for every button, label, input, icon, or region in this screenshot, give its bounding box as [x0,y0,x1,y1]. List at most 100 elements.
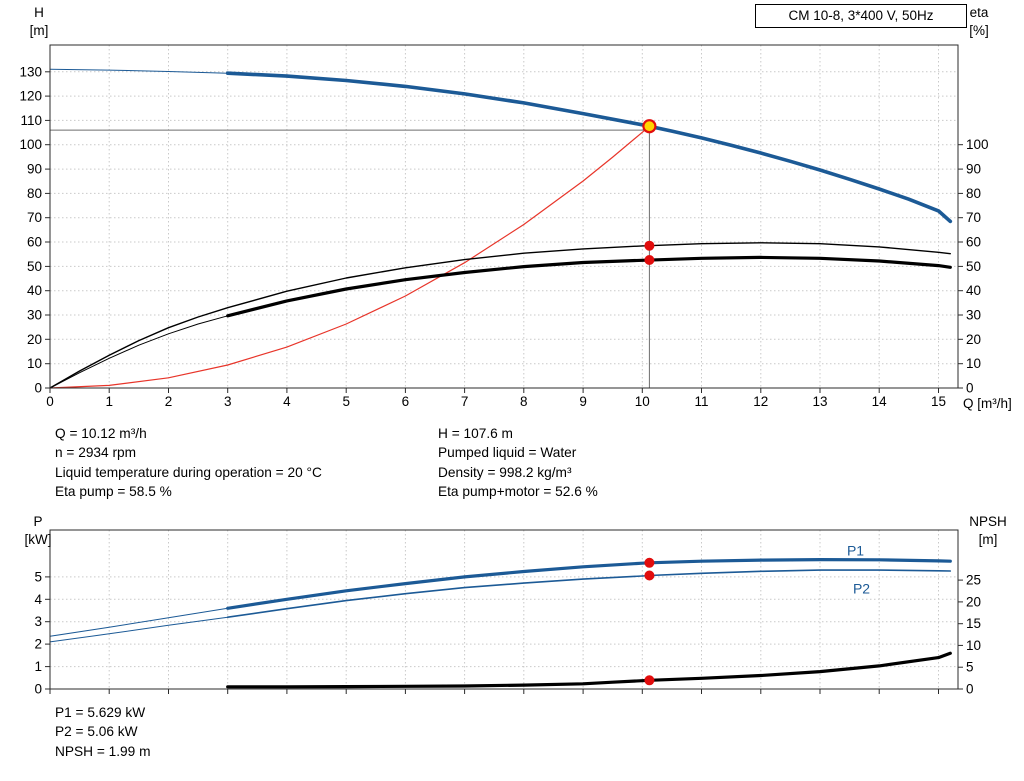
info-line-eta: Eta pump = 58.5 % [55,484,172,500]
p-axis-unit: [kW] [24,532,52,547]
h-axis-unit: [m] [29,23,49,38]
q-axis-title: Q [m³/h] [963,396,1012,411]
y-left-tick-label: 40 [27,283,42,298]
x-tick-label: 4 [283,394,291,409]
x-tick-label: 3 [224,394,232,409]
x-tick-label: 9 [579,394,587,409]
y-right-tick-label: 10 [966,638,981,653]
y-left-tick-label: 20 [27,332,42,347]
y-left-tick-label: 70 [27,210,42,225]
y-left-tick-label: 4 [34,592,42,607]
p1-curve [226,557,952,610]
p1-curve-lead [49,607,229,637]
info-line-density: Density = 998.2 kg/m³ [438,464,572,480]
y-left-tick-label: 100 [19,137,42,152]
y-right-tick-label: 50 [966,259,981,274]
p2-curve [226,569,952,619]
npsh-axis-unit: [m] [978,532,998,547]
pump-head-curve-lead [49,68,229,74]
plot-frame [49,529,959,690]
y-left-tick-label: 3 [34,614,42,629]
x-tick-label: 12 [753,394,768,409]
npsh-axis-title: NPSH [969,514,1007,529]
y-left-tick-label: 1 [34,659,42,674]
y-left-tick-label: 30 [27,308,42,323]
y-left-tick-label: 60 [27,235,42,250]
y-right-tick-label: 70 [966,210,981,225]
y-right-tick-label: 0 [966,381,974,396]
power-info: P1 = 5.629 kW P2 = 5.06 kW NPSH = 1.99 m [55,703,150,761]
x-tick-label: 1 [105,394,113,409]
y-left-tick-label: 90 [27,162,42,177]
curve-label-p2: P2 [853,581,870,597]
duty-dot-1 [644,570,655,581]
y-right-tick-label: 40 [966,283,981,298]
x-tick-label: 6 [402,394,410,409]
y-right-tick-label: 30 [966,308,981,323]
y-right-tick-label: 15 [966,616,981,631]
y-right-tick-label: 20 [966,594,981,609]
y-left-tick-label: 130 [19,64,42,79]
x-tick-label: 2 [165,394,173,409]
duty-dot-0 [644,557,655,568]
eta-axis-title: eta [969,5,989,20]
pump-model-title: CM 10-8, 3*400 V, 50Hz [755,4,967,28]
plot-frame [49,44,959,389]
y-left-tick-label: 80 [27,186,42,201]
info-line-temp: Liquid temperature during operation = 20… [55,464,322,480]
p-axis-title: P [33,514,43,529]
y-left-tick-label: 110 [20,113,42,128]
info-line-h: H = 107.6 m [438,426,513,441]
operating-point-marker[interactable] [642,119,657,134]
y-left-tick-label: 0 [34,682,42,697]
y-left-tick-label: 50 [27,259,42,274]
eta-axis-unit: [%] [969,23,989,38]
y-right-tick-label: 0 [966,682,974,697]
npsh-curve [226,651,952,689]
y-right-tick-label: 80 [966,186,981,201]
x-tick-label: 0 [46,394,54,409]
y-right-tick-label: 100 [966,137,989,152]
y-right-tick-label: 5 [966,660,974,675]
y-left-tick-label: 0 [34,381,42,396]
h-axis-title: H [34,5,44,20]
x-tick-label: 5 [342,394,350,409]
system-curve [49,125,651,389]
duty-dot-0 [644,240,655,251]
x-tick-label: 15 [931,394,946,409]
x-tick-label: 14 [872,394,888,409]
y-left-tick-label: 2 [34,637,42,652]
duty-dot-2 [644,675,655,686]
y-right-tick-label: 90 [966,162,981,177]
duty-dot-1 [644,255,655,265]
x-tick-label: 7 [461,394,469,409]
info-line-q: Q = 10.12 m³/h [55,426,147,441]
x-tick-label: 13 [812,394,827,409]
y-right-tick-label: 10 [966,356,981,371]
eta-pump-motor-curve [226,255,952,318]
info-line-n: n = 2934 rpm [55,445,137,461]
info-line-liquid: Pumped liquid = Water [438,445,577,461]
info-line-npsh: NPSH = 1.99 m [55,743,151,759]
y-right-tick-label: 20 [966,332,981,347]
y-left-tick-label: 10 [27,356,42,371]
pump-head-curve [225,71,953,224]
duty-info-left: Q = 10.12 m³/h n = 2934 rpm Liquid tempe… [55,424,322,502]
x-tick-label: 10 [635,394,650,409]
info-line-p2: P2 = 5.06 kW [55,724,138,740]
info-line-p1: P1 = 5.629 kW [55,705,146,720]
x-tick-label: 11 [694,394,708,409]
y-right-tick-label: 60 [966,235,981,250]
duty-info-right: H = 107.6 m Pumped liquid = Water Densit… [438,424,598,502]
p2-curve-lead [49,616,229,643]
eta-pump-curve [49,242,951,389]
y-right-tick-label: 25 [966,573,981,588]
curve-label-p1: P1 [847,543,864,559]
x-tick-label: 8 [520,394,528,409]
info-line-eta-tot: Eta pump+motor = 52.6 % [438,484,598,500]
y-left-tick-label: 5 [34,569,42,584]
y-left-tick-label: 120 [19,89,42,104]
eta-pump-motor-curve-lead [49,315,229,389]
